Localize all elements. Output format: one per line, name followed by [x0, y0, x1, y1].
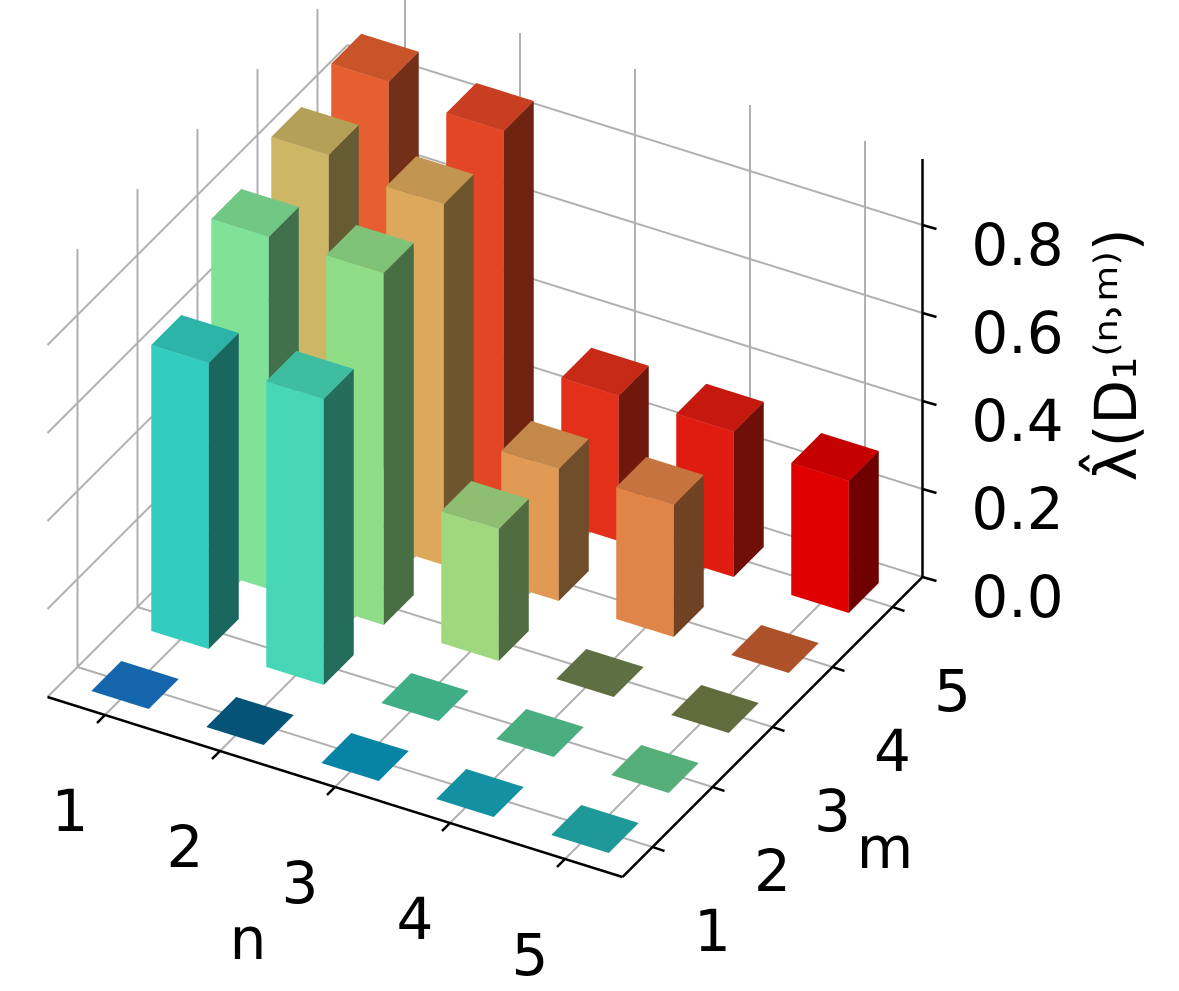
x-tick-label: 4: [397, 885, 434, 953]
bar-front: [151, 345, 209, 649]
bar: [616, 457, 704, 637]
bar-top: [91, 661, 179, 709]
bar: [206, 697, 294, 745]
bar: [556, 649, 644, 697]
bar-top: [331, 33, 419, 82]
bar-top: [731, 625, 819, 673]
bar: [791, 433, 879, 613]
x-tick: [556, 858, 566, 868]
bar-top: [271, 107, 359, 155]
bar: [501, 421, 589, 601]
bar-side: [498, 499, 529, 661]
z-tick: [922, 399, 937, 407]
bar-top: [326, 225, 414, 273]
bar-side: [558, 439, 589, 601]
bar: [436, 769, 524, 817]
grid-line: [347, 44, 923, 226]
bar-top: [561, 347, 649, 396]
bar-side: [503, 101, 534, 505]
x-tick-label: 5: [512, 921, 549, 989]
bar: [496, 709, 584, 757]
y-tick-label: 1: [694, 897, 731, 965]
bar-top: [556, 649, 644, 697]
y-tick: [892, 605, 905, 613]
x-tick-label: 2: [167, 813, 204, 881]
bar-top: [501, 421, 589, 469]
z-tick-label: 0.0: [971, 563, 1063, 631]
bar-top: [381, 673, 469, 721]
bar-top: [446, 83, 534, 131]
bar-side: [208, 333, 239, 649]
bar-top: [496, 709, 584, 757]
bar-top: [551, 805, 639, 853]
bar: [321, 733, 409, 781]
x-tick-label: 3: [282, 849, 319, 917]
bar-side: [323, 369, 354, 685]
x-tick: [441, 822, 451, 832]
bar-top: [321, 733, 409, 781]
bar: [441, 481, 529, 661]
grid-line: [46, 44, 349, 346]
bar-side: [848, 451, 879, 613]
x-tick: [211, 750, 221, 760]
bar-front: [791, 463, 849, 613]
bar-top: [386, 156, 474, 205]
y-tick: [712, 785, 725, 793]
bar-top: [151, 315, 239, 363]
bar-top: [611, 745, 699, 793]
bar: [91, 661, 179, 709]
grid-line: [347, 132, 923, 314]
bar-top: [676, 383, 764, 432]
y-tick: [652, 845, 665, 853]
bar-top: [616, 457, 704, 505]
y-tick-label: 4: [874, 717, 911, 785]
bar-front: [616, 487, 674, 637]
z-tick-label: 0.2: [971, 475, 1063, 543]
y-tick: [832, 665, 845, 673]
z-tick-label: 0.8: [971, 211, 1063, 279]
bar: [611, 745, 699, 793]
bar: [381, 673, 469, 721]
bar-top: [441, 481, 529, 529]
y-tick-label: 2: [754, 837, 791, 905]
z-tick: [922, 223, 937, 231]
bar-front: [441, 511, 499, 661]
bar-side: [733, 401, 764, 577]
z-axis-label: λ̂(D₁⁽ⁿ˒ᵐ⁾): [1079, 228, 1151, 481]
bar: [551, 805, 639, 853]
bar: [671, 685, 759, 733]
x-tick: [326, 786, 336, 796]
bar-top: [791, 433, 879, 481]
bar-side: [383, 243, 414, 625]
x-tick-label: 1: [52, 777, 89, 845]
y-tick-label: 3: [814, 777, 851, 845]
x-axis-label: n: [230, 905, 267, 973]
y-axis-label: m: [857, 814, 914, 882]
z-tick: [922, 487, 937, 495]
bar-front: [266, 381, 324, 685]
bar: [731, 625, 819, 673]
z-tick: [922, 311, 937, 319]
bar: [151, 315, 239, 649]
y-tick: [772, 725, 785, 733]
z-tick-label: 0.4: [971, 387, 1063, 455]
bar-top: [436, 769, 524, 817]
z-tick-label: 0.6: [971, 299, 1063, 367]
bar-top: [266, 351, 354, 399]
y-tick-label: 5: [934, 657, 971, 725]
bar-top: [671, 685, 759, 733]
z-tick: [922, 575, 937, 583]
bar-side: [673, 475, 704, 637]
bar: [266, 351, 354, 685]
bar-top: [211, 189, 299, 237]
x-tick: [96, 714, 106, 724]
bar-top: [206, 697, 294, 745]
bar-side: [443, 174, 474, 565]
